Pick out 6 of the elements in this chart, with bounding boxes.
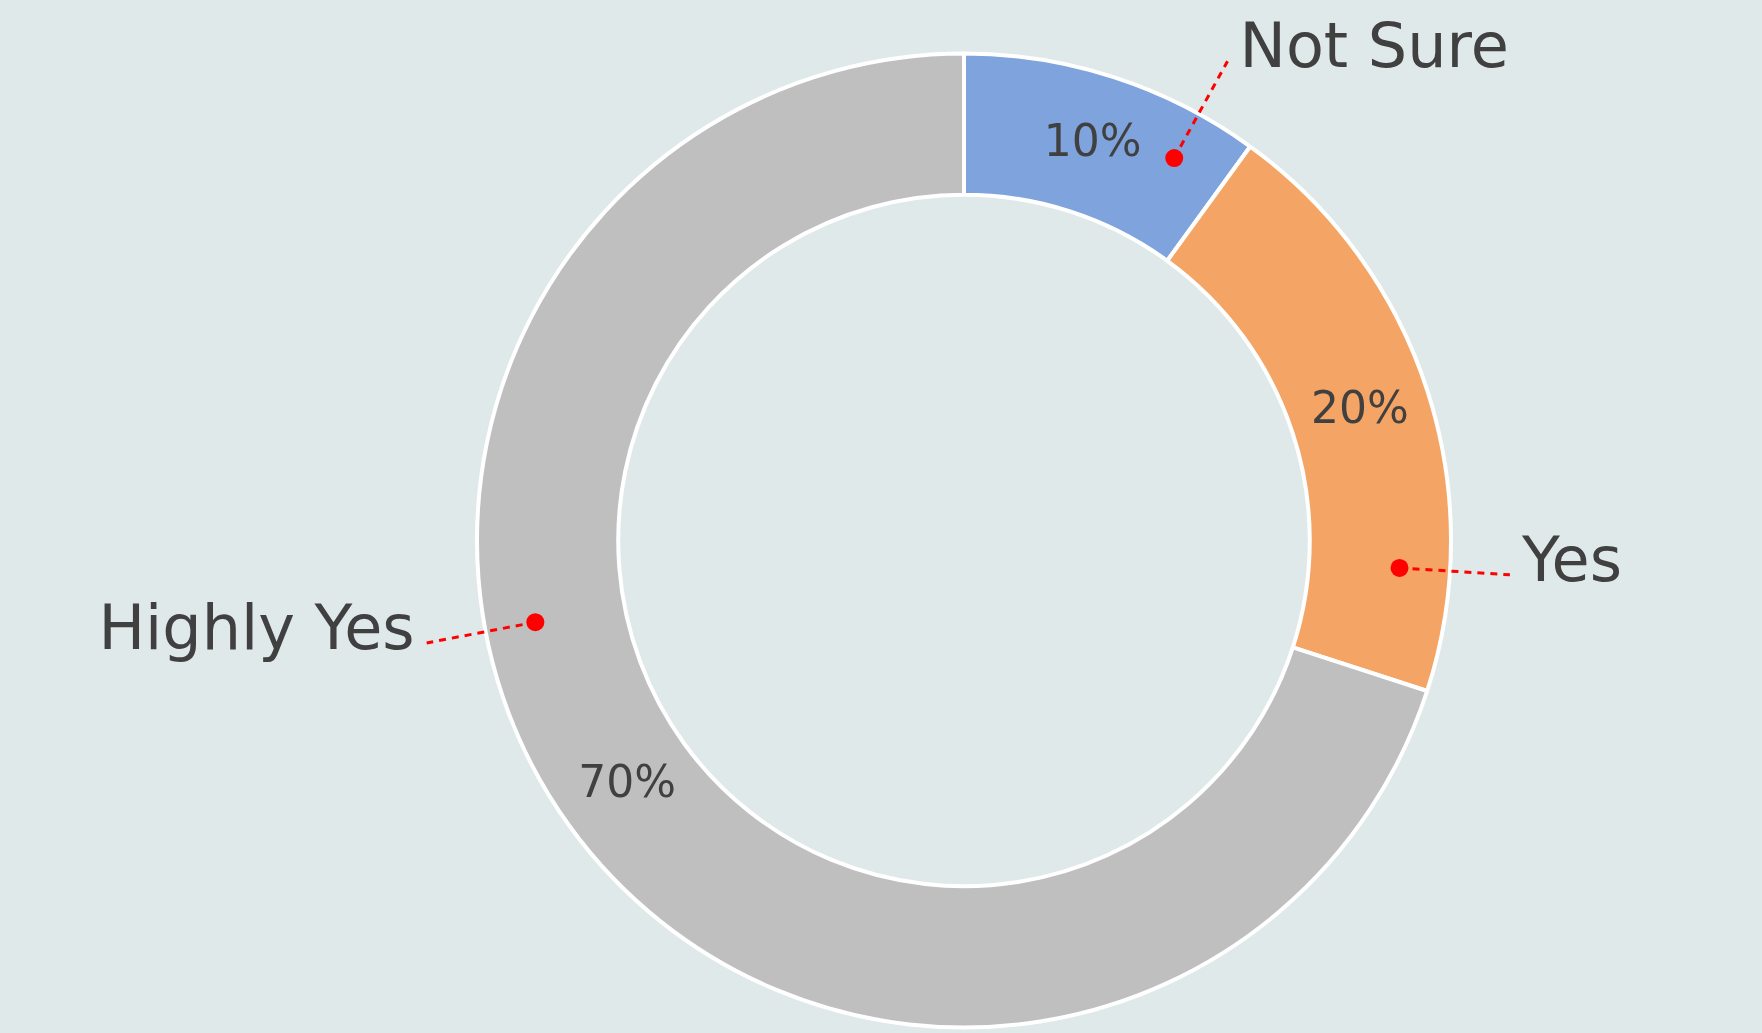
slice-label: Not Sure bbox=[1239, 9, 1509, 83]
slice-label: Highly Yes bbox=[98, 591, 415, 665]
data-label: 70% bbox=[578, 755, 677, 807]
slice-label: Yes bbox=[1520, 522, 1623, 596]
data-label: 20% bbox=[1311, 382, 1409, 434]
data-label: 10% bbox=[1043, 114, 1142, 166]
